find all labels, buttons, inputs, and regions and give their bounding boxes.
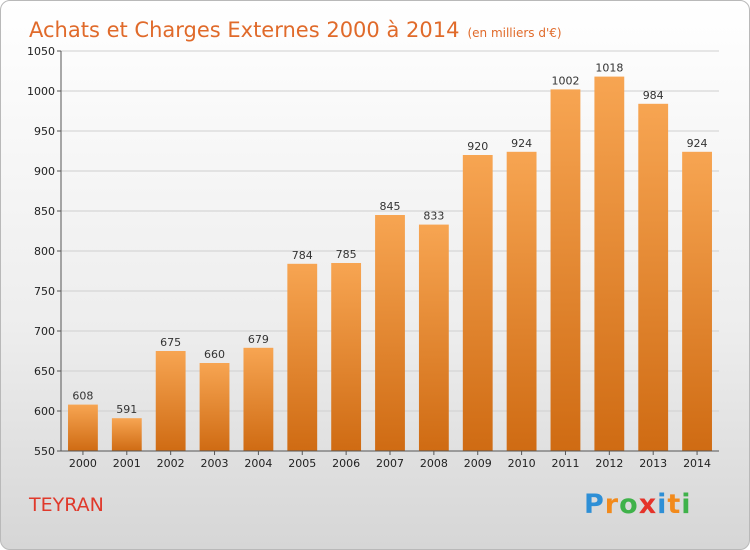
bar: [68, 404, 98, 451]
bar: [638, 103, 669, 452]
bar: [111, 418, 142, 451]
bar: [287, 263, 318, 451]
x-tick-label: 2004: [244, 457, 272, 470]
chart-title: Achats et Charges Externes 2000 à 2014 (e…: [29, 7, 562, 45]
bar: [550, 89, 581, 452]
logo-letter: i: [657, 489, 668, 520]
x-tick-label: 2007: [376, 457, 404, 470]
x-tick-label: 2009: [464, 457, 492, 470]
logo-letter: i: [681, 489, 692, 520]
bar-value-label: 785: [336, 248, 357, 261]
chart-title-unit: (en milliers d'€): [467, 26, 562, 40]
x-tick-label: 2002: [157, 457, 185, 470]
bar-value-label: 660: [204, 348, 225, 361]
logo-letter: P: [584, 489, 605, 520]
x-tick-label: 2005: [288, 457, 316, 470]
proxiti-logo: Proxiti: [584, 489, 692, 520]
y-tick-label: 1050: [27, 45, 55, 58]
bar: [594, 76, 625, 451]
bar-value-label: 845: [380, 200, 401, 213]
y-tick-label: 900: [34, 165, 55, 178]
bar-value-label: 1018: [595, 62, 623, 75]
bar: [331, 263, 362, 451]
x-tick-label: 2003: [201, 457, 229, 470]
y-tick-label: 700: [34, 325, 55, 338]
logo-letter: x: [638, 489, 658, 520]
commune-name: TEYRAN: [29, 494, 104, 516]
x-tick-label: 2000: [69, 457, 97, 470]
x-tick-label: 2012: [595, 457, 623, 470]
x-tick-label: 2010: [508, 457, 536, 470]
bar-value-label: 924: [511, 137, 532, 150]
bar-value-label: 924: [687, 137, 708, 150]
x-tick-label: 2001: [113, 457, 141, 470]
x-tick-label: 2014: [683, 457, 711, 470]
bar-value-label: 920: [467, 140, 488, 153]
logo-letter: o: [619, 489, 639, 520]
y-tick-label: 800: [34, 245, 55, 258]
y-tick-label: 950: [34, 125, 55, 138]
x-tick-label: 2013: [639, 457, 667, 470]
bar: [462, 155, 493, 451]
bar: [375, 215, 405, 451]
y-tick-label: 1000: [27, 85, 55, 98]
y-tick-label: 600: [34, 405, 55, 418]
logo-letter: t: [667, 489, 682, 520]
bar: [506, 151, 537, 452]
y-tick-label: 550: [34, 445, 55, 458]
bar-value-label: 784: [292, 249, 313, 262]
y-tick-label: 650: [34, 365, 55, 378]
bar: [682, 151, 712, 452]
bar-value-label: 1002: [551, 74, 579, 87]
bar-value-label: 984: [643, 89, 664, 102]
bar-value-label: 608: [72, 390, 93, 403]
y-tick-label: 750: [34, 285, 55, 298]
bar-value-label: 679: [248, 333, 269, 346]
bar: [418, 224, 449, 451]
chart-title-text: Achats et Charges Externes 2000 à 2014: [29, 18, 460, 42]
bar: [155, 351, 186, 451]
bar-value-label: 833: [423, 210, 444, 223]
bar-value-label: 591: [116, 403, 137, 416]
x-tick-label: 2011: [551, 457, 579, 470]
x-tick-label: 2008: [420, 457, 448, 470]
bar: [243, 347, 274, 451]
logo-letter: r: [604, 489, 620, 520]
bar-value-label: 675: [160, 336, 181, 349]
y-tick-label: 850: [34, 205, 55, 218]
bar: [199, 363, 230, 451]
x-tick-label: 2006: [332, 457, 360, 470]
